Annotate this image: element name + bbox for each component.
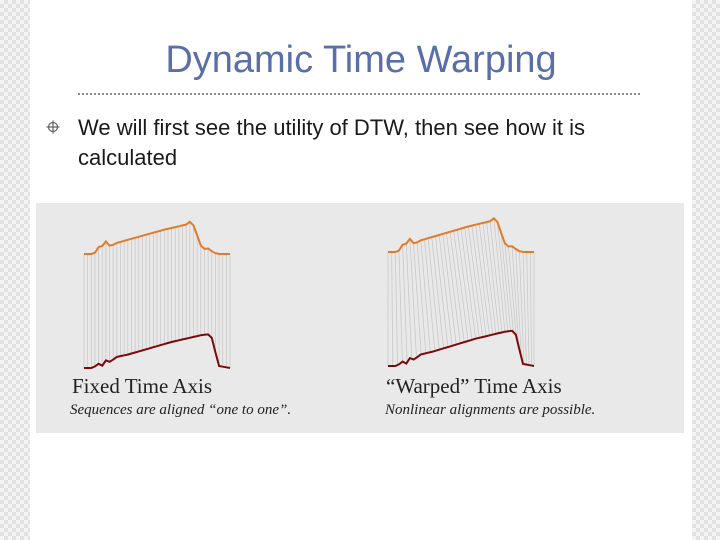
- alignment-line: [391, 251, 394, 367]
- fixed-axis-caption: Fixed Time Axis: [72, 374, 213, 398]
- alignment-line: [519, 251, 525, 365]
- alignment-line: [511, 246, 520, 347]
- warped-bottom-sequence: [388, 329, 535, 367]
- alignment-line: [500, 232, 512, 332]
- alignment-line: [442, 233, 457, 345]
- alignment-line: [522, 251, 527, 365]
- alignment-line: [446, 232, 461, 344]
- alignment-line: [475, 224, 490, 336]
- alignment-line: [515, 249, 522, 360]
- alignment-line: [497, 222, 509, 332]
- alignment-line: [467, 226, 484, 338]
- alignment-line: [405, 243, 413, 359]
- warped-axis-caption: “Warped” Time Axis: [386, 374, 562, 398]
- warped-axis-subcaption: Nonlinear alignments are possible.: [385, 402, 596, 418]
- alignment-line: [486, 222, 500, 334]
- alignment-line: [493, 218, 506, 332]
- alignment-line: [526, 251, 530, 366]
- alignment-line: [435, 236, 449, 348]
- alignment-line: [431, 237, 445, 349]
- crosshair-bullet-icon: [46, 120, 60, 134]
- fixed-bottom-sequence: [84, 333, 231, 369]
- alignment-line: [489, 221, 503, 333]
- alignment-line: [420, 240, 431, 353]
- alignment-line: [438, 234, 453, 346]
- alignment-line: [416, 242, 427, 354]
- alignment-line: [508, 246, 517, 335]
- alignment-line: [460, 228, 476, 339]
- slide-title: Dynamic Time Warping: [165, 39, 557, 81]
- fixed-top-sequence: [84, 220, 230, 255]
- left-edge-pattern: [0, 0, 30, 540]
- warped-top-sequence: [388, 216, 534, 253]
- alignment-line: [402, 244, 408, 363]
- alignment-line: [449, 231, 465, 343]
- alignment-line: [482, 222, 497, 334]
- alignment-line: [424, 239, 436, 352]
- bullet-text: We will first see the utility of DTW, th…: [78, 115, 585, 170]
- alignment-line: [398, 250, 403, 362]
- fixed-alignment-lines: [83, 221, 231, 368]
- alignment-line: [413, 243, 422, 355]
- title-divider: [78, 93, 640, 95]
- alignment-line: [453, 230, 469, 342]
- right-edge-pattern: [692, 0, 720, 540]
- alignment-line: [478, 223, 494, 335]
- alignment-line: [409, 238, 417, 358]
- fixed-axis-subcaption: Sequences are aligned “one to one”.: [70, 402, 292, 418]
- alignment-line: [504, 243, 514, 333]
- alignment-line: [464, 227, 480, 338]
- alignment-line: [456, 229, 473, 340]
- alignment-line: [471, 225, 487, 337]
- alignment-line: [427, 238, 440, 350]
- alignment-line: [394, 251, 398, 366]
- dtw-figure-panel: [36, 203, 684, 433]
- warped-alignment-lines: [387, 218, 535, 367]
- alignment-line: [529, 251, 532, 366]
